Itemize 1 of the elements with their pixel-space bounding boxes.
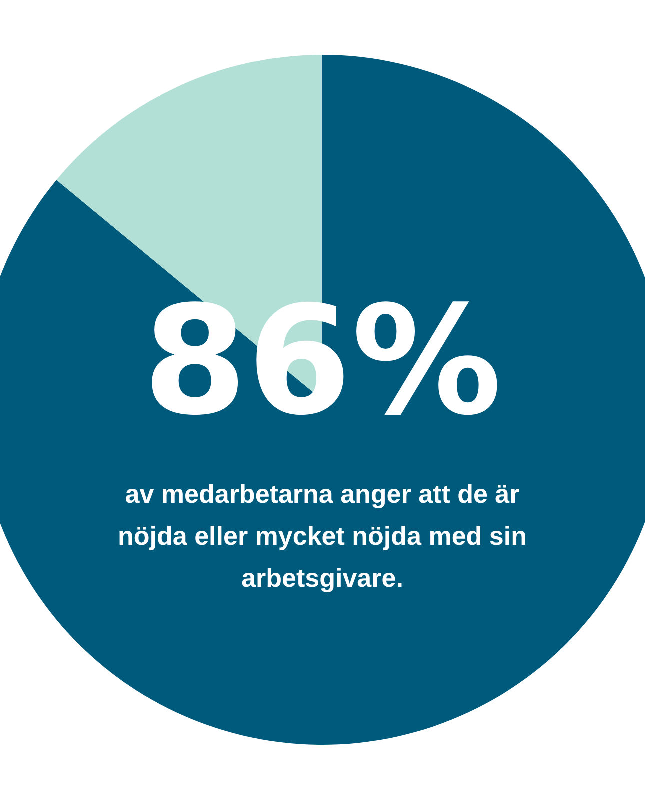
text: av medarbetarna anger att de är nöjda eller mycket nöjda med sin arbetsgivare. bbox=[118, 479, 527, 593]
